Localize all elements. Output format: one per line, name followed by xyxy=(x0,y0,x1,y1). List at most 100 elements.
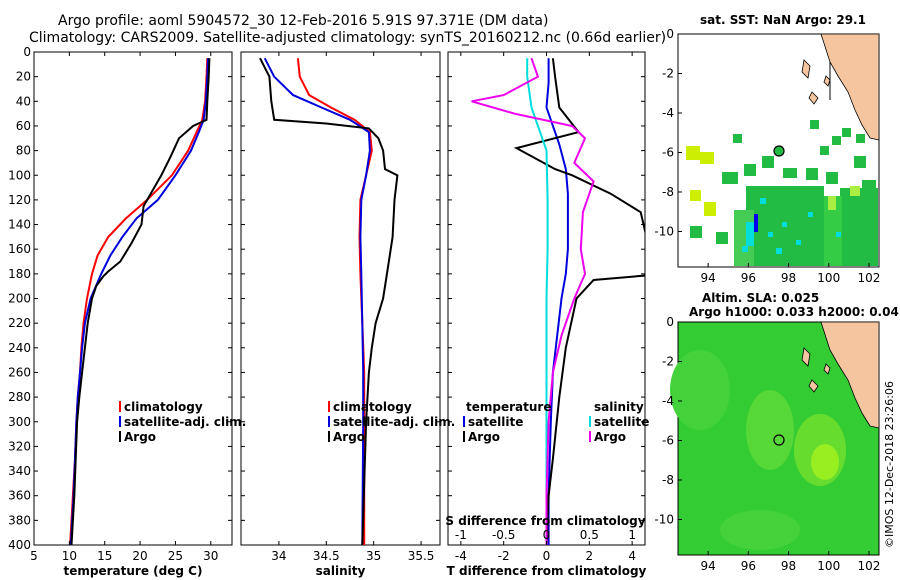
y-tick-label: 320 xyxy=(8,439,31,453)
altim-map: 94 96 98 100 102 0 -2 -4 -6 -8 -10 xyxy=(654,315,880,573)
map-y-tick-label: -8 xyxy=(662,473,674,487)
series-line-s-argo xyxy=(471,57,595,545)
map-y-tick-label: -4 xyxy=(662,106,674,120)
y-tick-label: 100 xyxy=(8,168,31,182)
y-tick-label: 180 xyxy=(8,267,31,281)
x-axis-label: salinity xyxy=(316,564,366,578)
sla-field xyxy=(811,444,839,480)
map-x-tick-label: 98 xyxy=(781,559,796,573)
legend-label-s-argo: Argo xyxy=(594,430,626,444)
map-y-tick-label: -6 xyxy=(662,145,674,159)
salinity-panel: 34 34.5 35 35.5 salinity xyxy=(240,51,441,578)
sst-map-axes: 94 96 98 100 102 0 -2 -4 -6 -8 -10 xyxy=(654,27,880,285)
legend-label-satellite: satellite-adj. clim. xyxy=(124,415,246,429)
legend-label-argo: Argo xyxy=(333,430,365,444)
map-x-tick-label: 94 xyxy=(701,559,716,573)
land-sumatra xyxy=(820,321,880,429)
x-tick-label: 0 xyxy=(543,549,551,563)
altim-map-title-line2: Argo h1000: 0.033 h2000: 0.04 xyxy=(689,305,899,319)
map-y-tick-label: 0 xyxy=(666,315,674,329)
difference-panel: -4 -2 0 2 4T difference from climatology S di… xyxy=(445,51,647,578)
x-tick-label: 4 xyxy=(628,549,636,563)
sla-field xyxy=(720,510,800,550)
x-tick-label: 34.5 xyxy=(313,549,340,563)
imos-credit: ©IMOS 12-Dec-2018 23:26:06 xyxy=(883,381,896,548)
x-tick-label: 30 xyxy=(203,549,218,563)
legend-title-temperature: temperature xyxy=(466,400,551,414)
map-y-tick-label: 0 xyxy=(666,27,674,41)
top-x-tick-label: 1 xyxy=(628,528,636,542)
y-tick-label: 260 xyxy=(8,365,31,379)
island-chain xyxy=(801,347,831,393)
map-x-tick-label: 100 xyxy=(817,559,840,573)
map-y-tick-label: -8 xyxy=(662,185,674,199)
top-x-tick-label: 0 xyxy=(543,528,551,542)
map-x-tick-label: 100 xyxy=(817,271,840,285)
series-line-argo xyxy=(70,58,211,545)
y-tick-label: 220 xyxy=(8,316,31,330)
map-y-tick-label: -6 xyxy=(662,433,674,447)
series-line-satellite-adj-clim- xyxy=(263,57,371,545)
map-x-tick-label: 96 xyxy=(741,559,756,573)
x-tick-label: -4 xyxy=(455,549,467,563)
salinity-legend: climatology satellite-adj. clim. Argo xyxy=(328,400,455,444)
top-x-tick-label: 0.5 xyxy=(580,528,599,542)
map-x-tick-label: 98 xyxy=(781,271,796,285)
y-tick-label: 380 xyxy=(8,513,31,527)
x-tick-label: 5 xyxy=(30,549,38,563)
x-axis-label: T difference from climatology xyxy=(447,564,647,578)
y-tick-label: 300 xyxy=(8,415,31,429)
x-tick-label: 20 xyxy=(132,549,147,563)
x-tick-label: 34 xyxy=(271,549,286,563)
y-tick-label: 280 xyxy=(8,390,31,404)
y-tick-label: 240 xyxy=(8,341,31,355)
y-tick-label: 340 xyxy=(8,464,31,478)
x-axis-label: temperature (deg C) xyxy=(64,564,203,578)
map-y-tick-label: -2 xyxy=(662,354,674,368)
island-chain xyxy=(801,59,831,105)
series-line-t-satellite xyxy=(545,58,569,545)
legend-label-climatology: climatology xyxy=(124,400,203,414)
sst-map-title: sat. SST: NaN Argo: 29.1 xyxy=(700,13,866,27)
map-y-tick-label: -10 xyxy=(654,512,674,526)
land-sumatra xyxy=(820,33,880,141)
legend-label-argo: Argo xyxy=(124,430,156,444)
sla-field xyxy=(746,390,794,470)
y-tick-label: 20 xyxy=(16,70,31,84)
y-tick-label: 80 xyxy=(16,144,31,158)
map-x-tick-label: 102 xyxy=(857,271,880,285)
x-tick-label: 35 xyxy=(366,549,381,563)
y-tick-label: 160 xyxy=(8,242,31,256)
y-tick-label: 140 xyxy=(8,218,31,232)
top-x-tick-label: -1 xyxy=(455,528,467,542)
x-tick-label: 10 xyxy=(62,549,77,563)
figure-title-line2: Climatology: CARS2009. Satellite-adjuste… xyxy=(29,30,666,46)
sst-map: 94 96 98 100 102 0 -2 -4 -6 -8 -10 xyxy=(654,27,880,285)
y-tick-label: 360 xyxy=(8,489,31,503)
map-y-tick-label: -10 xyxy=(654,224,674,238)
legend-label-t-argo: Argo xyxy=(468,430,500,444)
legend-label-satellite: satellite-adj. clim. xyxy=(333,415,455,429)
legend-title-salinity: salinity xyxy=(594,400,644,414)
map-y-tick-label: -2 xyxy=(662,66,674,80)
altim-map-title-line1: Altim. SLA: 0.025 xyxy=(702,291,819,305)
y-tick-label: 120 xyxy=(8,193,31,207)
y-tick-label: 200 xyxy=(8,292,31,306)
plot-frame xyxy=(240,51,441,546)
top-x-tick-label: -0.5 xyxy=(492,528,515,542)
y-tick-label: 400 xyxy=(8,538,31,552)
x-tick-label: 15 xyxy=(97,549,112,563)
x-tick-label: 2 xyxy=(586,549,594,563)
difference-legend: temperature satellite Argo salinity sate… xyxy=(463,400,649,444)
series-line-argo xyxy=(259,57,399,545)
top-axis-label: S difference from climatology xyxy=(445,514,645,528)
y-tick-label: 40 xyxy=(16,94,31,108)
argo-location-marker xyxy=(773,145,785,157)
series-line-s-satellite xyxy=(526,58,549,545)
legend-label-s-satellite: satellite xyxy=(594,415,649,429)
sst-satellite-pixels xyxy=(686,120,878,266)
map-x-tick-label: 96 xyxy=(741,271,756,285)
y-tick-label: 60 xyxy=(16,119,31,133)
map-y-tick-label: -4 xyxy=(662,394,674,408)
